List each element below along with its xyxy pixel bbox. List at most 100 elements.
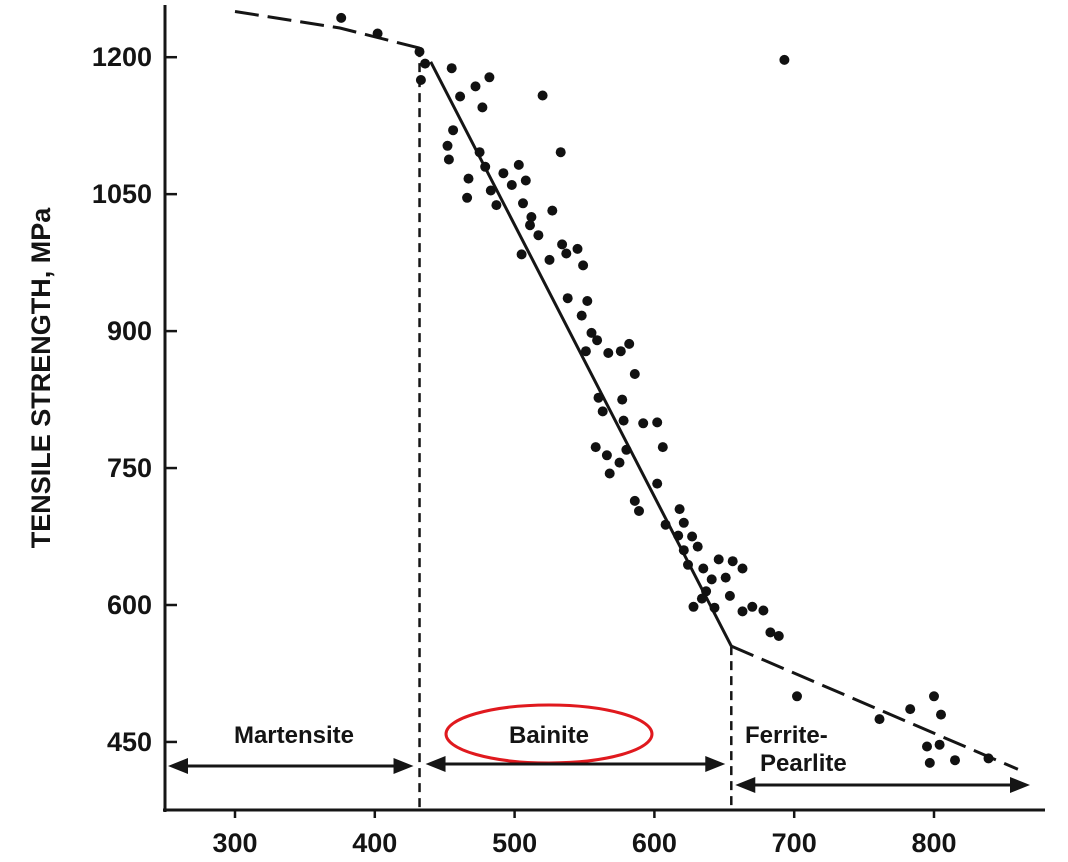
regions: Martensite Bainite Ferrite- Pearlite: [234, 703, 847, 777]
data-point-73: [720, 572, 731, 583]
data-point-65: [687, 531, 698, 542]
data-point-50: [638, 418, 649, 429]
data-point-63: [678, 517, 689, 528]
ticks: 300 400 500 600 700 800 450 600 750 900 1050 1200: [92, 42, 957, 858]
data-point-83: [765, 627, 776, 638]
data-point-71: [706, 574, 717, 585]
data-point-13: [463, 173, 474, 184]
data-point-82: [758, 605, 769, 616]
x-tick-label-500: 500: [492, 828, 537, 858]
data-point-9: [484, 72, 495, 83]
data-point-57: [621, 444, 632, 455]
y-tick-label-1050: 1050: [92, 179, 152, 209]
data-point-27: [547, 205, 558, 216]
data-point-21: [513, 159, 524, 170]
data-point-7: [470, 81, 481, 92]
data-point-26: [533, 230, 544, 241]
data-point-77: [724, 590, 735, 601]
arrow-bainite-head-right: [705, 756, 726, 772]
data-point-6: [455, 91, 466, 102]
data-point-35: [578, 260, 589, 271]
data-point-89: [936, 709, 946, 720]
data-point-14: [462, 192, 473, 203]
data-point-86: [874, 714, 885, 725]
data-point-67: [683, 559, 693, 570]
data-point-78: [737, 606, 748, 617]
data-points: [336, 12, 994, 768]
data-point-4: [415, 75, 426, 85]
data-point-75: [696, 593, 707, 604]
data-point-53: [590, 442, 601, 453]
x-tick-label-300: 300: [212, 828, 257, 858]
data-point-49: [618, 415, 629, 426]
data-point-24: [526, 212, 537, 222]
trend-line-ferrite-pearlite: [730, 644, 1019, 771]
arrow-ferrite-pearlite-head-left: [735, 777, 756, 793]
y-tick-label-1200: 1200: [92, 42, 152, 72]
data-point-52: [657, 442, 668, 453]
data-point-69: [698, 563, 709, 574]
data-point-70: [701, 586, 712, 597]
data-point-84: [773, 631, 784, 641]
data-point-38: [576, 310, 587, 321]
data-point-18: [491, 200, 502, 211]
region-boundaries: [418, 48, 733, 810]
data-point-87: [905, 704, 916, 715]
data-point-68: [692, 541, 703, 552]
data-point-51: [652, 417, 663, 428]
data-point-44: [624, 338, 635, 349]
data-point-28: [555, 147, 566, 158]
y-tick-label-600: 600: [107, 590, 152, 620]
data-point-80: [737, 563, 748, 574]
data-point-5: [446, 63, 457, 74]
region-arrows: [168, 756, 1030, 793]
y-tick-label-900: 900: [107, 316, 152, 346]
data-point-23: [518, 198, 528, 209]
data-point-62: [674, 504, 685, 515]
y-tick-label-750: 750: [107, 453, 152, 483]
data-point-64: [673, 530, 684, 541]
data-point-11: [442, 140, 453, 151]
data-point-20: [506, 180, 517, 190]
arrow-ferrite-pearlite-head-right: [1010, 777, 1030, 793]
data-point-76: [709, 602, 720, 613]
data-point-30: [544, 254, 555, 265]
data-point-94: [983, 753, 994, 764]
data-point-46: [593, 392, 604, 403]
data-point-1: [372, 28, 383, 39]
data-point-22: [520, 175, 531, 186]
data-point-29: [557, 239, 568, 250]
arrow-martensite-head-right: [393, 758, 414, 774]
data-point-2: [414, 46, 425, 57]
data-point-92: [934, 739, 945, 750]
data-point-79: [727, 556, 738, 567]
data-point-0: [336, 12, 347, 23]
region-label-pearlite: Pearlite: [760, 750, 847, 777]
x-tick-label-700: 700: [772, 828, 817, 858]
data-point-93: [950, 755, 960, 766]
data-point-55: [604, 468, 615, 479]
data-point-40: [592, 335, 603, 346]
data-point-17: [485, 185, 496, 196]
data-point-16: [480, 161, 491, 172]
data-point-66: [678, 545, 689, 556]
region-label-bainite: Bainite: [509, 722, 589, 749]
data-point-43: [615, 346, 626, 357]
data-point-45: [629, 369, 640, 379]
region-label-ferrite: Ferrite-: [745, 722, 828, 749]
data-point-25: [537, 90, 548, 101]
data-point-3: [420, 58, 431, 69]
data-point-12: [443, 154, 454, 165]
data-point-19: [498, 168, 509, 179]
data-point-32: [516, 249, 527, 260]
data-point-72: [713, 554, 724, 565]
data-point-59: [634, 506, 644, 516]
data-point-31: [525, 220, 535, 231]
trend-lines: [234, 10, 1019, 771]
data-point-81: [747, 601, 758, 612]
data-point-48: [617, 394, 628, 405]
data-point-39: [586, 327, 597, 338]
data-point-33: [561, 248, 572, 259]
arrow-bainite-head-left: [425, 756, 446, 772]
